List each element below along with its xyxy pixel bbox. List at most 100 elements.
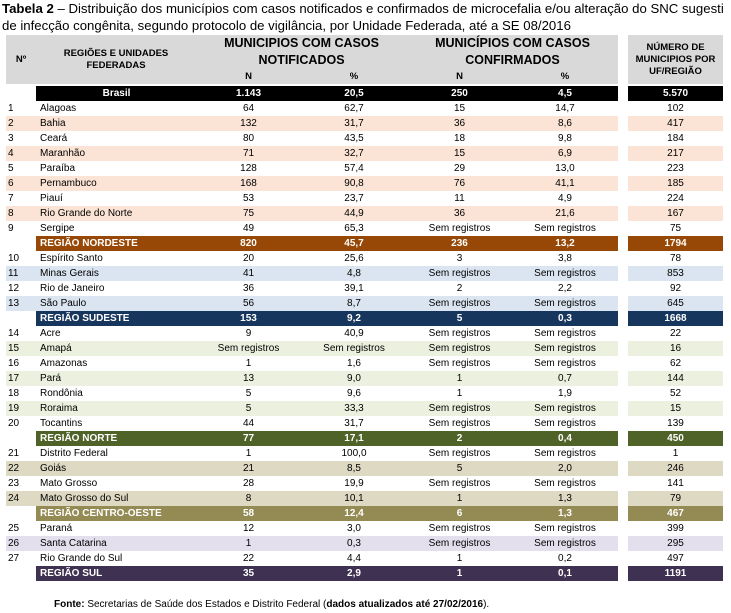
- data-table: Nº REGIÕES E UNIDADES FEDERADAS MUNICIPI…: [6, 35, 723, 581]
- header-region: REGIÕES E UNIDADES FEDERADAS: [36, 35, 196, 84]
- cell-name: Maranhão: [36, 146, 196, 161]
- source-label: Fonte:: [54, 599, 85, 610]
- cell-cn: 15: [407, 146, 512, 161]
- column-gap: [618, 491, 628, 506]
- cell-idx: [6, 311, 36, 326]
- cell-cp: 13,0: [512, 161, 618, 176]
- cell-cn: Sem registros: [407, 296, 512, 311]
- cell-nn: 128: [196, 161, 301, 176]
- cell-cn: 1: [407, 386, 512, 401]
- header-separator: [6, 84, 723, 86]
- cell-cn: 2: [407, 431, 512, 446]
- cell-cp: 1,3: [512, 491, 618, 506]
- cell-name: Minas Gerais: [36, 266, 196, 281]
- cell-tot: 1: [628, 446, 723, 461]
- cell-cp: 4,9: [512, 191, 618, 206]
- cell-cn: 76: [407, 176, 512, 191]
- cell-idx: 18: [6, 386, 36, 401]
- header-confirmed-n: N: [407, 69, 512, 84]
- cell-nn: 168: [196, 176, 301, 191]
- cell-tot: 417: [628, 116, 723, 131]
- column-gap: [618, 341, 628, 356]
- cell-name: REGIÃO NORTE: [36, 431, 196, 446]
- cell-cp: 4,5: [512, 86, 618, 101]
- cell-cp: Sem registros: [512, 221, 618, 236]
- cell-np: Sem registros: [301, 341, 407, 356]
- cell-idx: 3: [6, 131, 36, 146]
- cell-nn: 132: [196, 116, 301, 131]
- cell-np: 9,6: [301, 386, 407, 401]
- column-gap: [618, 311, 628, 326]
- caption-text: – Distribuição dos municípios com casos …: [53, 1, 724, 16]
- cell-cp: Sem registros: [512, 446, 618, 461]
- cell-nn: 12: [196, 521, 301, 536]
- cell-cp: 3,8: [512, 251, 618, 266]
- table-row: 19 Roraima 5 33,3 Sem registros Sem registros…: [6, 401, 723, 416]
- cell-cp: 6,9: [512, 146, 618, 161]
- table-row: 6 Pernambuco 168 90,8 76 41,1 185: [6, 176, 723, 191]
- cell-idx: [6, 506, 36, 521]
- cell-nn: 58: [196, 506, 301, 521]
- cell-nn: 5: [196, 401, 301, 416]
- cell-cn: Sem registros: [407, 536, 512, 551]
- cell-tot: 399: [628, 521, 723, 536]
- cell-nn: 49: [196, 221, 301, 236]
- cell-idx: 8: [6, 206, 36, 221]
- cell-tot: 185: [628, 176, 723, 191]
- cell-cn: Sem registros: [407, 446, 512, 461]
- cell-name: Rio de Janeiro: [36, 281, 196, 296]
- cell-np: 31,7: [301, 116, 407, 131]
- header-row-1: Nº REGIÕES E UNIDADES FEDERADAS MUNICIPI…: [6, 35, 723, 84]
- cell-nn: 9: [196, 326, 301, 341]
- cell-cp: 2,2: [512, 281, 618, 296]
- cell-cp: Sem registros: [512, 266, 618, 281]
- column-gap: [618, 281, 628, 296]
- cell-cn: Sem registros: [407, 341, 512, 356]
- cell-nn: 22: [196, 551, 301, 566]
- column-gap: [618, 551, 628, 566]
- cell-name: São Paulo: [36, 296, 196, 311]
- cell-tot: 16: [628, 341, 723, 356]
- table-row: 20 Tocantins 44 31,7 Sem registros Sem regist…: [6, 416, 723, 431]
- region-total-row: REGIÃO SUL 35 2,9 1 0,1 1191: [6, 566, 723, 581]
- cell-tot: 139: [628, 416, 723, 431]
- table-row: 17 Pará 13 9,0 1 0,7 144: [6, 371, 723, 386]
- cell-idx: 24: [6, 491, 36, 506]
- cell-cp: Sem registros: [512, 341, 618, 356]
- cell-np: 90,8: [301, 176, 407, 191]
- cell-cn: 5: [407, 311, 512, 326]
- column-gap: [618, 371, 628, 386]
- table-caption: Tabela 2 – Distribuição dos municípios c…: [2, 0, 731, 34]
- cell-tot: 78: [628, 251, 723, 266]
- column-gap: [618, 431, 628, 446]
- cell-name: Paraná: [36, 521, 196, 536]
- cell-name: Amazonas: [36, 356, 196, 371]
- cell-tot: 645: [628, 296, 723, 311]
- cell-cp: Sem registros: [512, 326, 618, 341]
- cell-nn: 13: [196, 371, 301, 386]
- cell-tot: 223: [628, 161, 723, 176]
- cell-idx: 16: [6, 356, 36, 371]
- cell-np: 9,0: [301, 371, 407, 386]
- cell-cn: 6: [407, 506, 512, 521]
- cell-cp: 13,2: [512, 236, 618, 251]
- cell-name: Mato Grosso: [36, 476, 196, 491]
- cell-cn: Sem registros: [407, 476, 512, 491]
- cell-np: 4,4: [301, 551, 407, 566]
- table-row: 3 Ceará 80 43,5 18 9,8 184: [6, 131, 723, 146]
- table-row: 7 Piauí 53 23,7 11 4,9 224: [6, 191, 723, 206]
- cell-nn: 20: [196, 251, 301, 266]
- cell-nn: 1: [196, 446, 301, 461]
- cell-tot: 1794: [628, 236, 723, 251]
- header-confirmed-pct: %: [512, 69, 618, 84]
- cell-tot: 1668: [628, 311, 723, 326]
- cell-cp: 0,4: [512, 431, 618, 446]
- cell-name: Ceará: [36, 131, 196, 146]
- cell-np: 10,1: [301, 491, 407, 506]
- column-gap: [618, 461, 628, 476]
- table-row: 18 Rondônia 5 9,6 1 1,9 52: [6, 386, 723, 401]
- cell-name: REGIÃO CENTRO-OESTE: [36, 506, 196, 521]
- column-gap: [618, 251, 628, 266]
- cell-name: Espírito Santo: [36, 251, 196, 266]
- cell-np: 32,7: [301, 146, 407, 161]
